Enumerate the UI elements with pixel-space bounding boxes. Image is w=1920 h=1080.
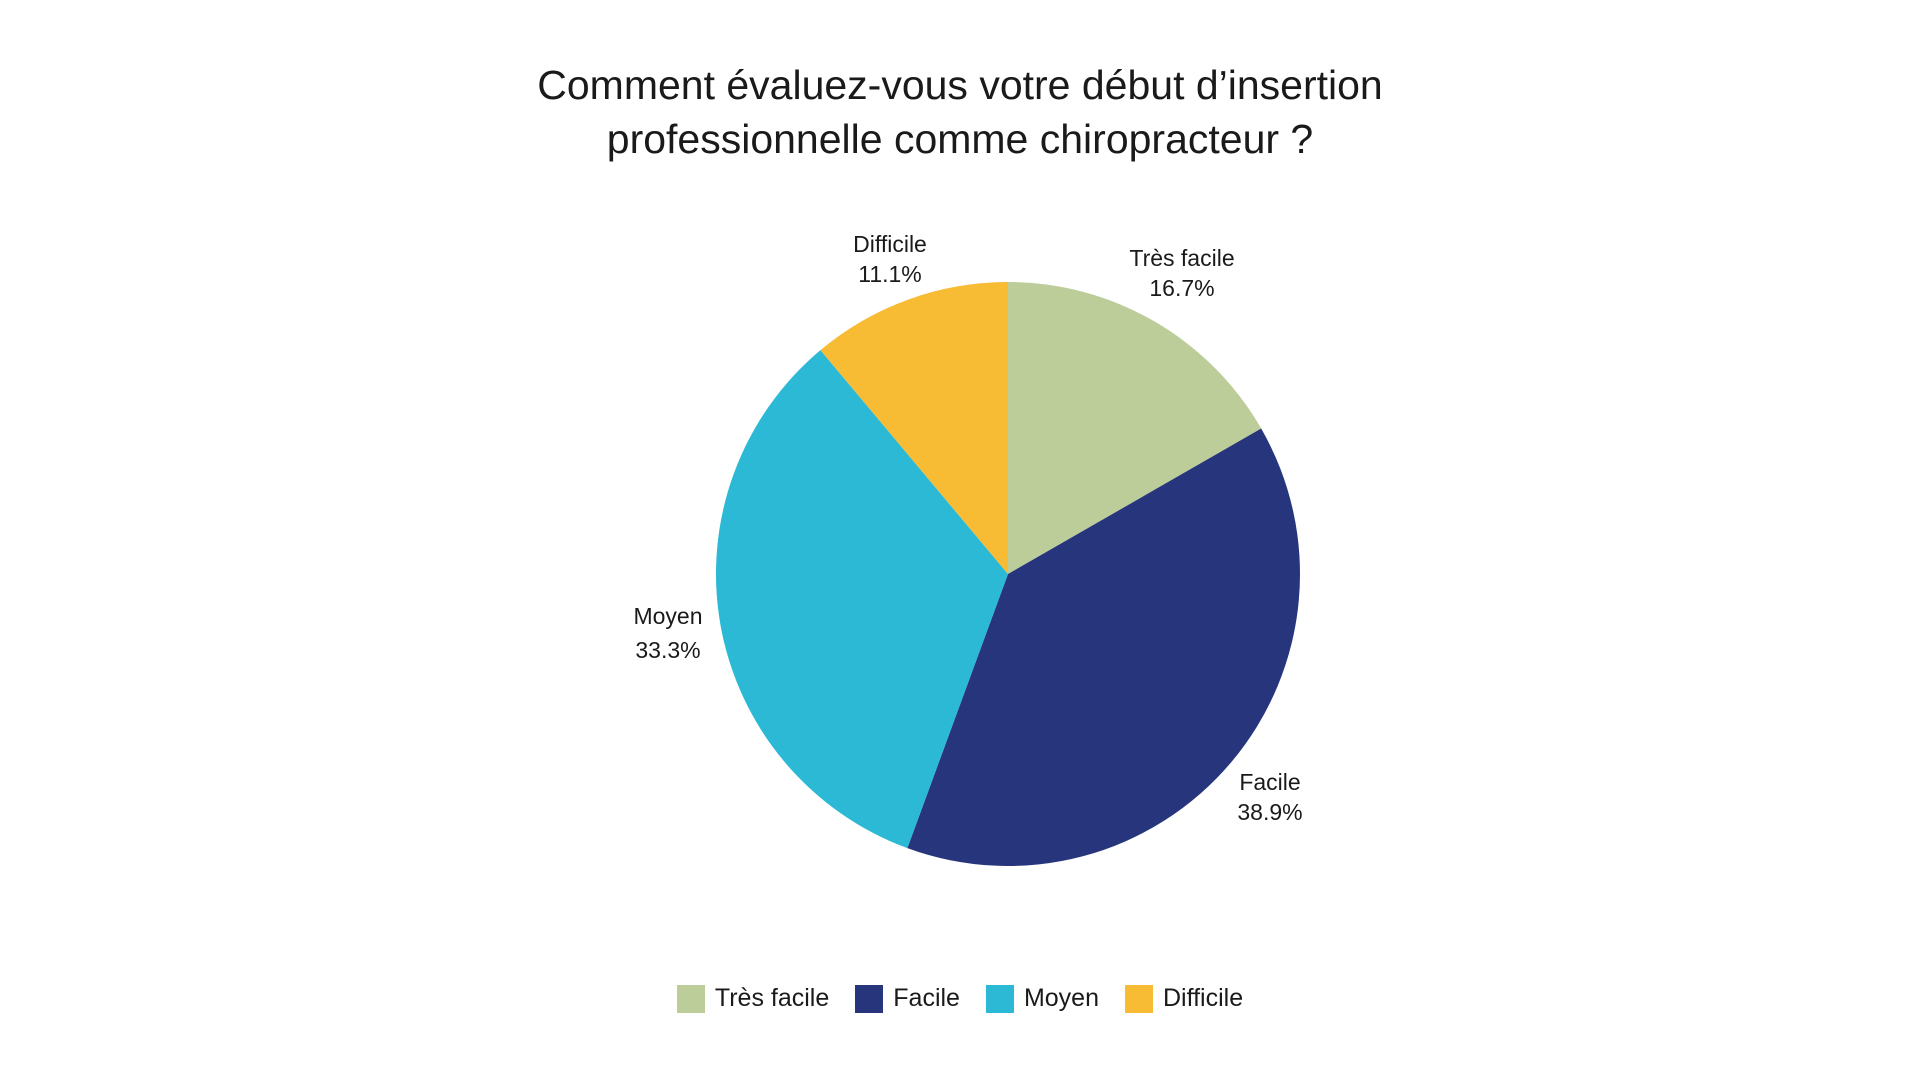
slice-value-tr-s-facile: 16.7% xyxy=(1149,275,1214,301)
slice-label-difficile: Difficile xyxy=(853,231,927,257)
pie-slice-difficile xyxy=(820,282,1008,574)
chart-legend: Très facile Facile Moyen Difficile xyxy=(0,984,1920,1013)
legend-swatch-difficile xyxy=(1125,984,1153,1013)
slice-label-facile: Facile xyxy=(1239,769,1300,795)
legend-swatch-moyen xyxy=(985,984,1014,1013)
legend-label-difficile: Difficile xyxy=(1163,984,1244,1012)
legend-item-difficile: Difficile xyxy=(1125,984,1243,1013)
legend-label-facile: Facile xyxy=(893,984,960,1012)
pie-slice-facile xyxy=(907,428,1300,866)
slice-label-tr-s-facile: Très facile xyxy=(1129,245,1234,271)
legend-swatch-tr-s-facile xyxy=(676,984,705,1013)
legend-item-tr-s-facile: Très facile xyxy=(676,984,830,1013)
legend-swatch-facile xyxy=(855,984,884,1013)
chart-title-line-2: professionnelle comme chiropracteur ? xyxy=(606,116,1314,162)
legend-label-tr-s-facile: Très facile xyxy=(714,984,830,1012)
pie-slice-tr-s-facile xyxy=(1008,282,1262,574)
legend-item-facile: Facile xyxy=(855,984,960,1013)
slice-value-difficile: 11.1% xyxy=(858,261,922,287)
pie-slice-moyen xyxy=(715,350,1008,849)
legend-item-moyen: Moyen xyxy=(985,984,1099,1013)
legend-label-moyen: Moyen xyxy=(1023,984,1099,1012)
chart-title-line-1: Comment évaluez-vous votre début d’inser… xyxy=(537,62,1383,108)
slice-value-facile: 38.9% xyxy=(1237,799,1302,825)
slice-label-moyen: Moyen xyxy=(633,603,702,629)
chart-title: Comment évaluez-vous votre début d’inser… xyxy=(0,58,1920,166)
slice-value-moyen: 33.3% xyxy=(635,637,700,663)
